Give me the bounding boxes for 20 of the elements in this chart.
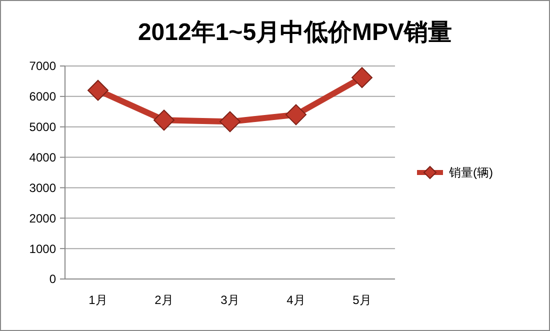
x-tick-label: 2月 [154, 293, 174, 307]
y-tick-label: 3000 [29, 180, 56, 195]
x-tick-label: 4月 [286, 293, 306, 307]
x-tick-label: 5月 [352, 293, 372, 307]
point [220, 111, 240, 132]
point [154, 110, 174, 131]
y-tick-label: 4000 [29, 150, 56, 164]
point [352, 67, 372, 88]
y-tick-label: 7000 [29, 59, 56, 74]
x-tick-label: 1月 [88, 293, 108, 307]
y-tick-label: 2000 [29, 211, 56, 226]
point [286, 104, 306, 126]
x-tick-label: 3月 [220, 293, 240, 307]
y-tick-label: 0 [49, 272, 56, 286]
y-tick-label: 1000 [29, 242, 56, 256]
y-tick-label: 5000 [29, 120, 56, 134]
point [88, 80, 108, 101]
chart-title: 2012年1~5月中低价MPV销量 [138, 19, 452, 46]
legend-label: 销量(辆) [448, 166, 493, 180]
y-tick-label: 6000 [29, 90, 56, 104]
